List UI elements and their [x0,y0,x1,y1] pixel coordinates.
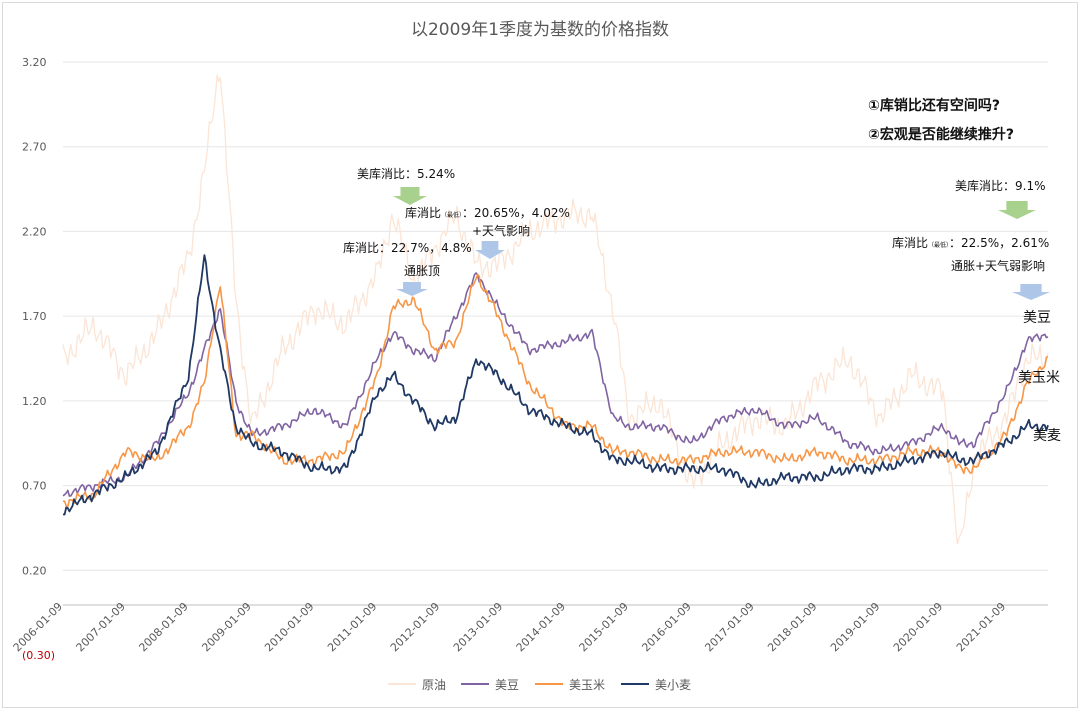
x-tick-label: 2014-01-09 [514,600,568,654]
gridlines [63,61,1048,606]
arrow-blue-2011 [396,282,428,296]
annotation-inflation-weak-weather: 通胀+天气弱影响 [951,259,1046,273]
y-tick-label: 1.70 [22,310,47,323]
annotation-us-stock-ratio-2021: 美库消比：9.1% [955,179,1046,193]
annotation-inflation-top: 通胀顶 [404,264,441,278]
x-tick-label: 2019-01-09 [828,600,882,654]
x-axis-tick-labels: 2006-01-09 2007-01-09 2008-01-09 2009-01-09… [11,600,1009,654]
annotation-stock-ratio-2012-note: （最低） [441,212,463,219]
series-line-美小麦 [62,254,1049,516]
arrow-green-2021 [998,201,1036,219]
annotation-stock-ratio-2021: 库消比（最低）：22.5%，2.61% [892,234,1049,251]
annotation-stock-ratio-2011: 库消比：22.7%，4.8% [343,241,472,255]
x-tick-label: 2018-01-09 [765,600,819,654]
annotation-stock-ratio-2012: 库消比（最低）：20.65%，4.02% [405,204,570,221]
y-tick-label: 2.70 [22,141,47,154]
legend-item: 原油 [422,678,446,692]
legend-item: 美小麦 [655,678,691,692]
arrow-blue-2012 [475,241,505,259]
series-line-美豆 [62,272,1049,497]
legend-item: 美玉米 [569,678,605,692]
x-tick-label: 2010-01-09 [262,600,316,654]
y-tick-label: (0.30) [22,649,55,662]
series-lines [62,74,1049,545]
end-label: 美玉米 [1018,370,1060,386]
end-label: 美豆 [1023,310,1051,326]
y-tick-label: 0.70 [22,480,47,493]
x-tick-label: 2013-01-09 [451,600,505,654]
x-tick-label: 2016-01-09 [639,600,693,654]
annotation-stock-ratio-2012-values: ：20.65%，4.02% [462,206,570,220]
y-tick-label: 3.20 [22,56,47,69]
x-tick-label: 2015-01-09 [577,600,631,654]
y-tick-label: 2.20 [22,225,47,238]
arrow-blue-2021 [1012,284,1050,300]
annotation-stock-ratio-2021-note: （最低） [928,242,950,249]
y-axis-tick-labels: (0.30) 0.20 0.70 1.20 1.70 2.20 2.70 3.20 [22,56,55,662]
annotation-stock-ratio-2021-prefix: 库消比 [892,236,929,250]
end-label: 美麦 [1033,428,1061,444]
legend: 原油 美豆 美玉米 美小麦 [388,678,691,692]
annotation-us-stock-ratio-2011: 美库消比：5.24% [357,167,456,181]
question-1-label: ①库销比还有空间吗? [868,98,1000,114]
x-tick-label: 2020-01-09 [891,600,945,654]
series-line-美玉米 [62,273,1049,508]
question-2-label: ②宏观是否能继续推升? [868,127,1014,143]
x-tick-label: 2021-01-09 [954,600,1008,654]
x-tick-label: 2012-01-09 [388,600,442,654]
x-tick-label: 2007-01-09 [74,600,128,654]
y-tick-label: 1.20 [22,395,47,408]
legend-item: 美豆 [495,678,519,692]
series-line-原油 [62,74,1049,545]
y-tick-label: 0.20 [22,564,47,577]
annotation-stock-ratio-2021-values: ：22.5%，2.61% [949,236,1050,250]
x-tick-label: 2009-01-09 [199,600,253,654]
x-tick-label: 2008-01-09 [136,600,190,654]
annotation-arrows [393,187,1050,300]
annotation-weather-impact: +天气影响 [472,224,531,238]
chart-title: 以2009年1季度为基数的价格指数 [411,20,669,40]
x-tick-label: 2011-01-09 [325,600,379,654]
arrow-green-2011 [393,187,427,205]
x-tick-label: 2006-01-09 [11,600,65,654]
x-tick-label: 2017-01-09 [702,600,756,654]
annotation-stock-ratio-2012-prefix: 库消比 [405,206,442,220]
